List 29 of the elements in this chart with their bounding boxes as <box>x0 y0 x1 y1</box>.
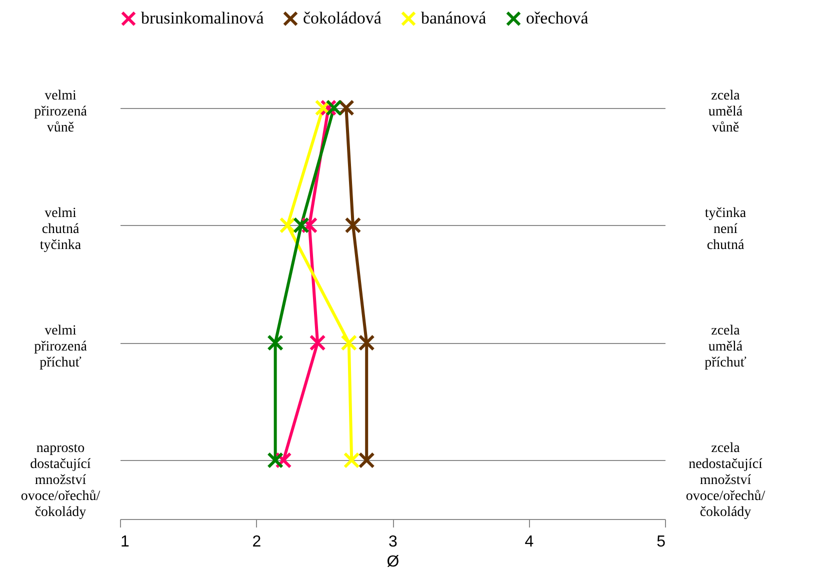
legend-label: čokoládová <box>303 8 382 28</box>
point <box>267 452 284 468</box>
y-tick-label: naprosto dostačující množství ovoce/ořechů/ čokolády <box>20 440 100 520</box>
x-tick-label: 2 <box>252 534 262 550</box>
x-axis-title: Ø <box>386 554 400 570</box>
point <box>279 217 296 234</box>
point <box>358 334 375 351</box>
point <box>340 334 358 351</box>
y-tick-label: velmi chutná tyčinka <box>40 206 82 253</box>
y2-tick-label: zcela umělá vůně <box>708 88 744 136</box>
x-tick-label: 4 <box>524 534 534 550</box>
point <box>358 452 375 468</box>
x-tick-label: 3 <box>388 534 398 550</box>
x-tick-label: 5 <box>656 534 666 550</box>
y2-tick-label: zcela nedostačující množství ovoce/ořechů/ čokolády <box>686 440 766 520</box>
point <box>326 100 342 116</box>
point <box>293 217 310 234</box>
y2-tick-label: tyčinka není chutná <box>704 206 747 253</box>
x-tick-label: 1 <box>120 534 130 550</box>
y2-tick-label: zcela umělá příchuť <box>704 323 746 370</box>
y-tick-label: velmi přirozená vůně <box>34 88 88 136</box>
legend-label: brusinkomalinová <box>141 8 264 28</box>
point <box>267 334 284 351</box>
point <box>309 334 326 351</box>
point <box>343 452 360 468</box>
legend-label: banánová <box>421 8 487 28</box>
y-tick-label: velmi přirozená příchuť <box>34 323 88 370</box>
point <box>344 217 362 234</box>
legend-label: ořechová <box>526 8 589 28</box>
